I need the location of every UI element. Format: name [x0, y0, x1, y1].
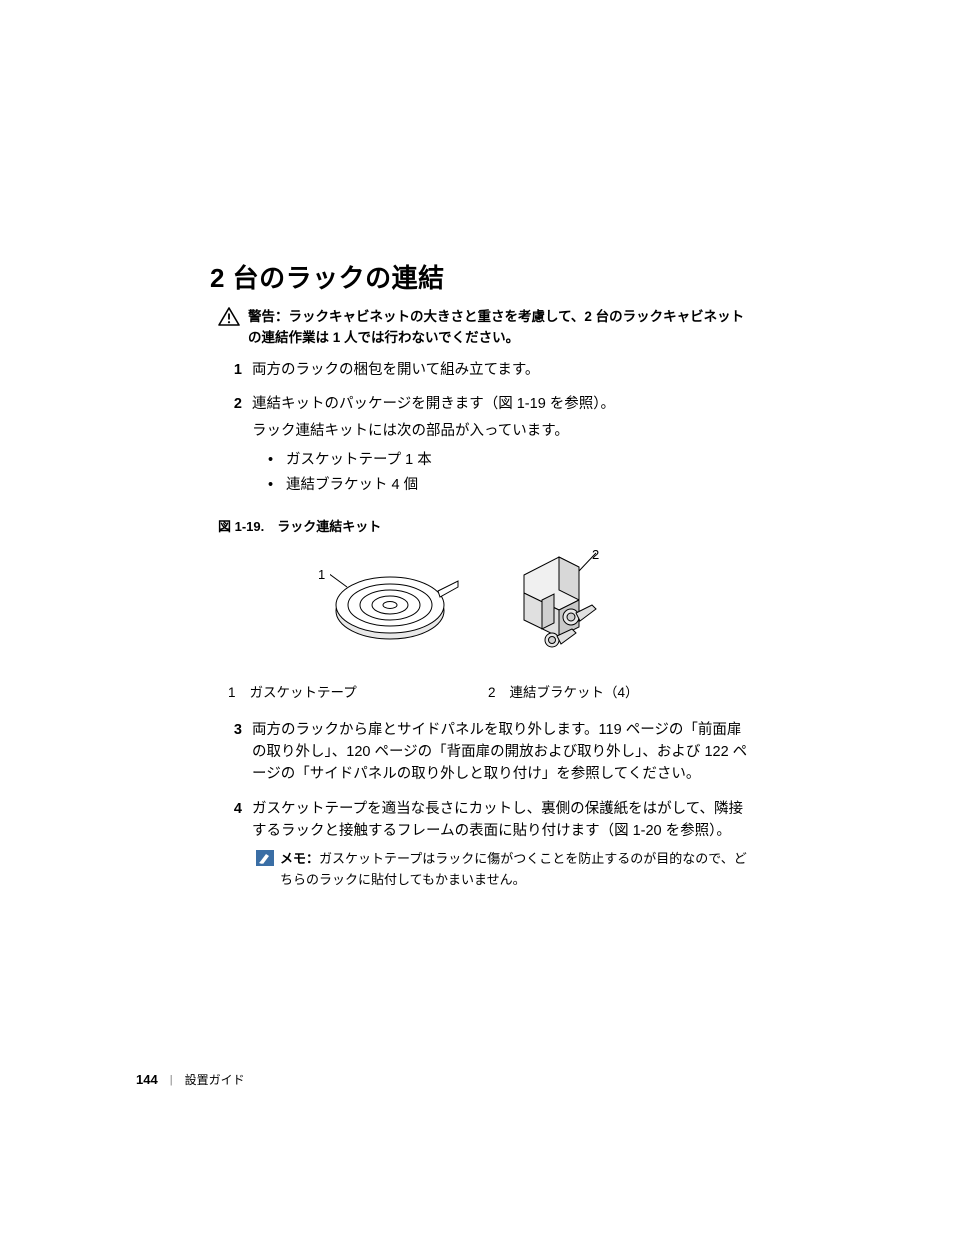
step-body: 両方のラックから扉とサイドパネルを取り外します。119 ページの「前面扉の取り外… — [252, 719, 750, 790]
step-text: ラック連結キットには次の部品が入っています。 — [252, 420, 750, 442]
warning-block: 警告：ラックキャビネットの大きさと重さを考慮して、2 台のラックキャビネットの連… — [218, 307, 750, 349]
legend-text: 連結ブラケット（4） — [510, 681, 639, 701]
step-list: 1 両方のラックの梱包を開いて組み立てます。 2 連結キットのパッケージを開きま… — [218, 359, 750, 498]
step-number: 4 — [218, 798, 242, 820]
legend-number: 1 — [228, 685, 236, 700]
legend-number: 2 — [488, 685, 496, 700]
bullet-list: ガスケットテープ 1 本 連結ブラケット 4 個 — [268, 448, 750, 497]
note-label: メモ： — [280, 851, 319, 866]
page-number: 144 — [136, 1072, 158, 1087]
figure-caption: 図 1-19. ラック連結キット — [218, 516, 750, 535]
figure-callout-1: 1 — [318, 567, 325, 582]
warning-text: 警告：ラックキャビネットの大きさと重さを考慮して、2 台のラックキャビネットの連… — [248, 307, 750, 349]
step-item: 4 ガスケットテープを適当な長さにカットし、裏側の保護紙をはがして、隣接するラッ… — [218, 798, 750, 891]
section-heading: 2 台のラックの連結 — [210, 258, 750, 295]
step-number: 2 — [218, 393, 242, 415]
legend-item: 2 連結ブラケット（4） — [488, 681, 639, 701]
coupling-bracket-illustration — [504, 545, 614, 665]
step-number: 1 — [218, 359, 242, 381]
step-list-continued: 3 両方のラックから扉とサイドパネルを取り外します。119 ページの「前面扉の取… — [218, 719, 750, 891]
page-footer: 144 | 設置ガイド — [136, 1071, 245, 1088]
step-text: 両方のラックの梱包を開いて組み立てます。 — [252, 359, 750, 381]
step-body: 両方のラックの梱包を開いて組み立てます。 — [252, 359, 750, 385]
step-number: 3 — [218, 719, 242, 741]
bullet-item: ガスケットテープ 1 本 — [268, 448, 750, 473]
figure-legend: 1 ガスケットテープ 2 連結ブラケット（4） — [228, 681, 750, 701]
legend-text: ガスケットテープ — [250, 681, 357, 701]
warning-icon — [218, 307, 240, 332]
warning-body: ラックキャビネットの大きさと重さを考慮して、2 台のラックキャビネットの連結作業… — [248, 309, 744, 345]
step-text: ガスケットテープを適当な長さにカットし、裏側の保護紙をはがして、隣接するラックと… — [252, 798, 750, 843]
warning-label: 警告： — [248, 309, 289, 324]
gasket-tape-illustration — [330, 559, 460, 659]
step-text: 連結キットのパッケージを開きます（図 1-19 を参照）。 — [252, 393, 750, 415]
figure-area: 1 2 — [250, 545, 750, 675]
footer-divider: | — [170, 1074, 173, 1086]
note-block: メモ：ガスケットテープはラックに傷がつくことを防止するのが目的なので、どちらのラ… — [256, 849, 750, 891]
page-content: 2 台のラックの連結 警告：ラックキャビネットの大きさと重さを考慮して、2 台の… — [210, 258, 750, 898]
footer-section: 設置ガイド — [185, 1071, 245, 1088]
step-item: 1 両方のラックの梱包を開いて組み立てます。 — [218, 359, 750, 385]
note-icon — [256, 850, 274, 873]
step-body: 連結キットのパッケージを開きます（図 1-19 を参照）。 ラック連結キットには… — [252, 393, 750, 497]
note-body: ガスケットテープはラックに傷がつくことを防止するのが目的なので、どちらのラックに… — [280, 851, 747, 887]
step-body: ガスケットテープを適当な長さにカットし、裏側の保護紙をはがして、隣接するラックと… — [252, 798, 750, 891]
bullet-item: 連結ブラケット 4 個 — [268, 473, 750, 498]
legend-item: 1 ガスケットテープ — [228, 681, 488, 701]
step-text: 両方のラックから扉とサイドパネルを取り外します。119 ページの「前面扉の取り外… — [252, 719, 750, 786]
step-item: 2 連結キットのパッケージを開きます（図 1-19 を参照）。 ラック連結キット… — [218, 393, 750, 497]
step-item: 3 両方のラックから扉とサイドパネルを取り外します。119 ページの「前面扉の取… — [218, 719, 750, 790]
note-text: メモ：ガスケットテープはラックに傷がつくことを防止するのが目的なので、どちらのラ… — [280, 849, 750, 891]
